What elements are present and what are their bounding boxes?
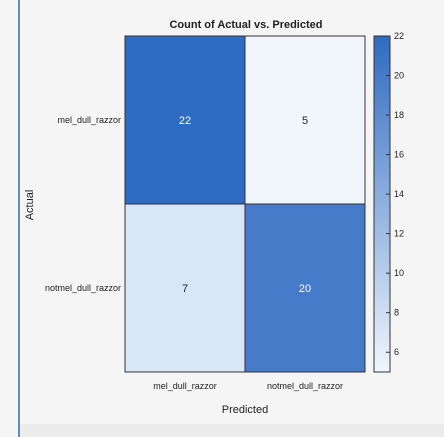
y-tick-label: mel_dull_razzor <box>57 115 121 125</box>
colorbar-tick-label: 12 <box>394 229 404 239</box>
y-tick-label: notmel_dull_razzor <box>45 283 121 293</box>
colorbar-tick-label: 22 <box>394 31 404 41</box>
chart-title: Count of Actual vs. Predicted <box>169 19 322 31</box>
x-axis-label: Predicted <box>222 404 268 416</box>
cell-value-label: 20 <box>299 283 311 295</box>
colorbar <box>373 35 391 373</box>
cell-value-label: 22 <box>179 115 191 127</box>
bottom-strip <box>20 424 444 437</box>
x-tick-label: mel_dull_razzor <box>153 381 217 391</box>
colorbar-tick-label: 6 <box>394 347 399 357</box>
colorbar-tick-label: 18 <box>394 110 404 120</box>
heatmap-cell <box>244 203 366 373</box>
colorbar-tick-label: 8 <box>394 308 399 318</box>
cell-value-label: 5 <box>302 115 308 127</box>
cell-value-label: 7 <box>182 283 188 295</box>
colorbar-tick-label: 10 <box>394 268 404 278</box>
colorbar-tick-label: 20 <box>394 71 404 81</box>
heatmap-cells: 22 5 7 20 <box>124 35 366 373</box>
colorbar-tick-label: 14 <box>394 189 404 199</box>
plot-border <box>124 35 366 373</box>
window-edge <box>18 0 20 437</box>
y-tick-labels: mel_dull_razzor notmel_dull_razzor <box>45 115 121 293</box>
x-tick-labels: mel_dull_razzor notmel_dull_razzor <box>153 381 343 391</box>
colorbar-tick-label: 16 <box>394 150 404 160</box>
y-axis-label: Actual <box>24 190 36 221</box>
colorbar-ticks: 6 8 10 12 14 16 18 20 22 <box>386 31 404 357</box>
x-tick-label: notmel_dull_razzor <box>267 381 343 391</box>
